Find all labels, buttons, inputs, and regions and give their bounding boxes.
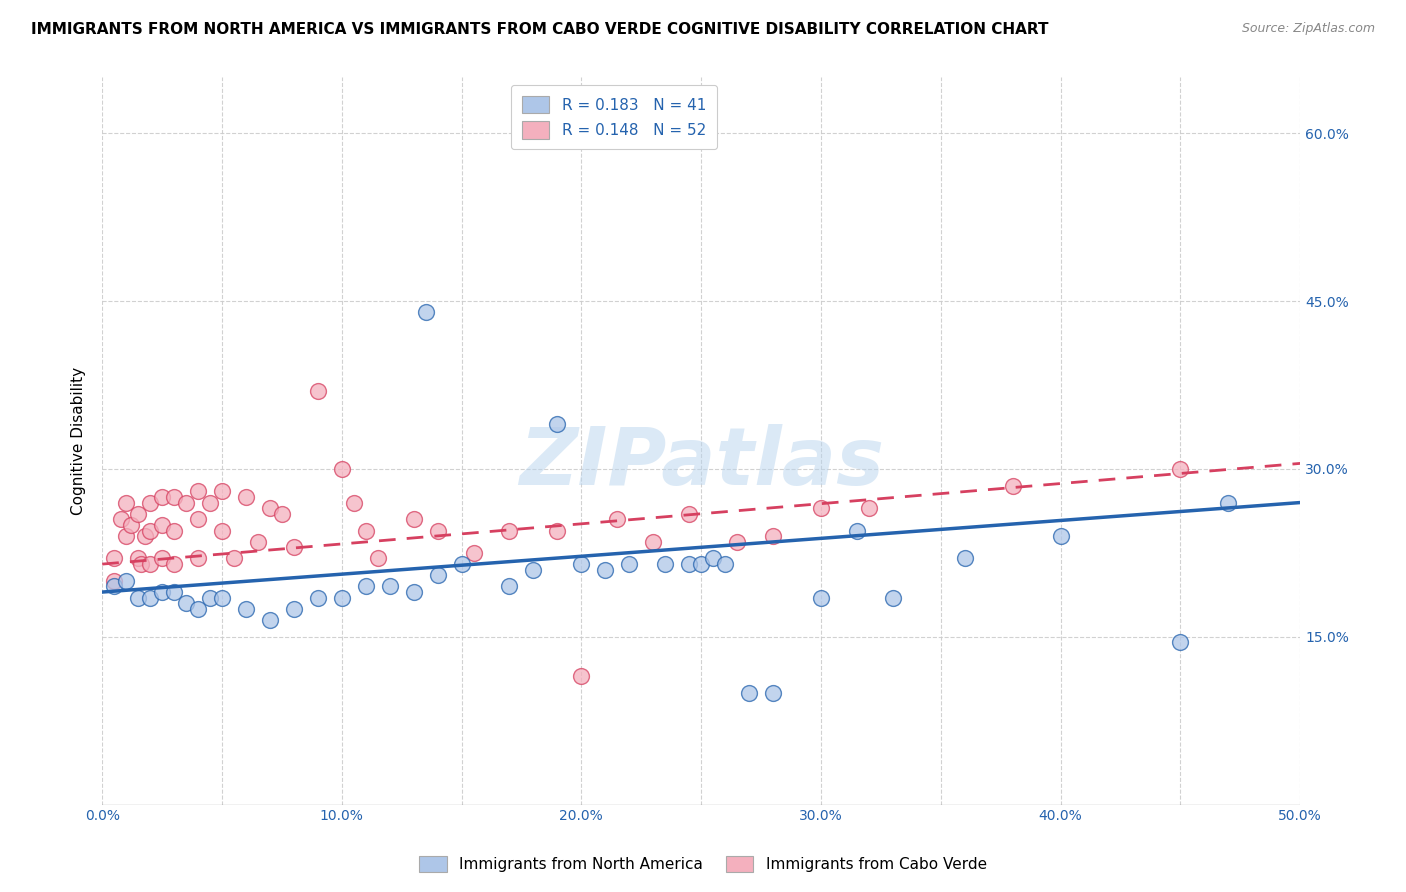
Point (953, 551, 976, 566)
Point (187, 512, 209, 526)
Point (270, 507, 292, 521)
Point (283, 602, 305, 616)
Point (163, 585, 186, 599)
Point (606, 512, 628, 526)
Point (654, 557, 676, 571)
Point (1168, 635, 1191, 649)
Point (498, 524, 520, 538)
Point (354, 579, 377, 593)
Point (211, 524, 233, 538)
Point (402, 585, 425, 599)
Point (569, 669, 592, 683)
Point (150, 551, 173, 566)
Point (222, 551, 245, 566)
Point (139, 591, 162, 605)
Point (187, 551, 209, 566)
Point (415, 305, 437, 319)
Text: Source: ZipAtlas.com: Source: ZipAtlas.com (1241, 22, 1375, 36)
Point (569, 557, 592, 571)
Point (174, 495, 197, 509)
Point (211, 484, 233, 499)
Point (498, 579, 520, 593)
Point (103, 574, 125, 588)
Point (211, 591, 233, 605)
Point (1168, 462, 1191, 476)
Point (198, 495, 221, 509)
Point (402, 512, 425, 526)
Point (115, 574, 138, 588)
Point (139, 557, 162, 571)
Point (343, 495, 366, 509)
Point (163, 557, 186, 571)
Point (259, 501, 281, 516)
Point (463, 546, 485, 560)
Point (546, 417, 568, 432)
Point (103, 551, 125, 566)
Point (1218, 495, 1240, 509)
Point (738, 686, 761, 700)
Point (246, 534, 269, 549)
Point (110, 512, 132, 526)
Point (150, 490, 173, 504)
Point (762, 529, 785, 543)
Point (187, 602, 209, 616)
Point (198, 591, 221, 605)
Point (702, 551, 724, 566)
Point (139, 495, 162, 509)
Point (330, 591, 353, 605)
Y-axis label: Cognitive Disability: Cognitive Disability (72, 367, 86, 515)
Point (378, 579, 401, 593)
Point (714, 557, 737, 571)
Point (619, 557, 641, 571)
Point (858, 501, 880, 516)
Point (103, 579, 125, 593)
Point (150, 517, 173, 532)
Point (187, 484, 209, 499)
Point (690, 557, 713, 571)
Point (115, 495, 138, 509)
Point (810, 591, 832, 605)
Point (307, 591, 329, 605)
Point (845, 524, 868, 538)
Point (367, 551, 389, 566)
Text: ZIPatlas: ZIPatlas (519, 424, 883, 502)
Point (725, 534, 748, 549)
Text: IMMIGRANTS FROM NORTH AMERICA VS IMMIGRANTS FROM CABO VERDE COGNITIVE DISABILITY: IMMIGRANTS FROM NORTH AMERICA VS IMMIGRA… (31, 22, 1049, 37)
Point (134, 529, 156, 543)
Point (678, 557, 700, 571)
Point (139, 524, 162, 538)
Point (115, 529, 138, 543)
Point (129, 557, 152, 571)
Point (1049, 529, 1071, 543)
Legend: Immigrants from North America, Immigrants from Cabo Verde: Immigrants from North America, Immigrant… (412, 848, 994, 880)
Point (307, 384, 329, 398)
Point (235, 602, 257, 616)
Point (163, 490, 186, 504)
Point (259, 613, 281, 627)
Point (546, 524, 568, 538)
Point (127, 591, 149, 605)
Point (426, 568, 449, 582)
Point (330, 462, 353, 476)
Point (678, 507, 700, 521)
Point (354, 524, 377, 538)
Point (450, 557, 472, 571)
Point (127, 551, 149, 566)
Legend: R = 0.183   N = 41, R = 0.148   N = 52: R = 0.183 N = 41, R = 0.148 N = 52 (512, 85, 717, 149)
Point (163, 524, 186, 538)
Point (595, 563, 617, 577)
Point (522, 563, 544, 577)
Point (426, 524, 449, 538)
Point (127, 507, 149, 521)
Point (120, 517, 142, 532)
Point (810, 501, 832, 516)
Point (235, 490, 257, 504)
Point (1001, 479, 1024, 493)
Point (150, 585, 173, 599)
Point (283, 541, 305, 555)
Point (643, 534, 665, 549)
Point (762, 686, 785, 700)
Point (174, 596, 197, 610)
Point (882, 591, 904, 605)
